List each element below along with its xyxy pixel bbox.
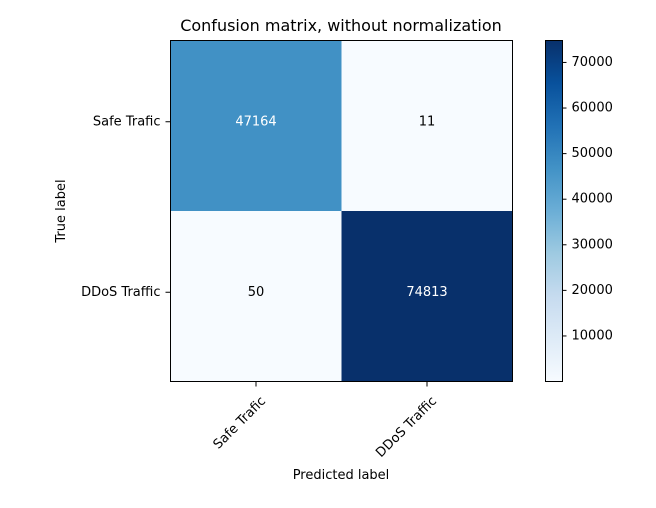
colorbar-tick-label: 40000	[572, 192, 613, 207]
chart-title: Confusion matrix, without normalization	[180, 16, 502, 35]
heatmap-cell	[341, 40, 513, 211]
x-tick-label: Safe Trafic	[211, 394, 269, 452]
colorbar-tick-label: 50000	[572, 146, 613, 161]
colorbar-tick-label: 20000	[572, 283, 613, 298]
y-tick-label: DDoS Traffic	[81, 285, 160, 300]
cell-value-label: 47164	[235, 114, 276, 129]
cell-value-label: 11	[419, 114, 436, 129]
x-axis-label: Predicted label	[293, 468, 390, 483]
heatmap-cell	[170, 40, 342, 211]
x-tick-label: DDoS Traffic	[373, 394, 440, 461]
cell-value-label: 74813	[406, 285, 447, 300]
y-tick-label: Safe Trafic	[93, 114, 161, 129]
heatmap-cell	[170, 211, 342, 382]
x-axis-ticks: Safe Trafic DDoS Traffic	[211, 381, 440, 461]
y-axis-label: True label	[54, 179, 69, 243]
heatmap-cell-labels: 47164 11 50 74813	[235, 114, 447, 300]
cell-value-label: 50	[248, 285, 265, 300]
colorbar-ticks: 10000 20000 30000 40000 50000 60000 70000	[562, 55, 613, 343]
heatmap-cells	[170, 40, 513, 382]
colorbar-tick-label: 30000	[572, 237, 613, 252]
colorbar-tick-label: 10000	[572, 328, 613, 343]
colorbar-tick-label: 70000	[572, 55, 613, 70]
colorbar-tick-label: 60000	[572, 101, 613, 116]
heatmap-cell	[341, 211, 513, 382]
colorbar	[545, 40, 563, 382]
y-axis-ticks: Safe Trafic DDoS Traffic	[81, 114, 171, 300]
plot-frame	[170, 40, 513, 382]
